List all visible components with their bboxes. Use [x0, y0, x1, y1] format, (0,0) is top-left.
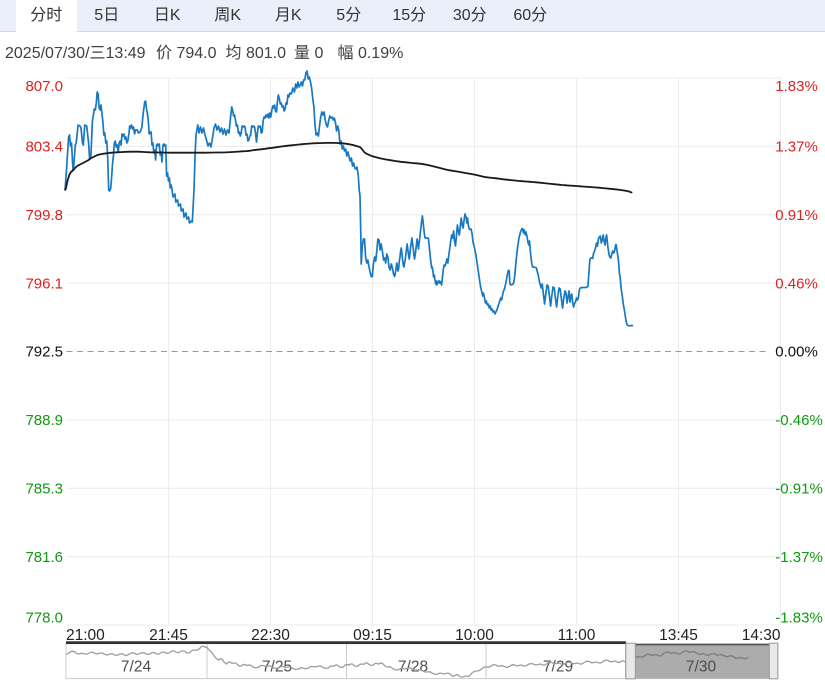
svg-text:778.0: 778.0	[25, 610, 63, 627]
svg-text:7/30: 7/30	[686, 659, 717, 676]
svg-text:22:30: 22:30	[251, 627, 290, 644]
svg-text:-1.83%: -1.83%	[775, 610, 823, 627]
svg-text:13:45: 13:45	[659, 627, 698, 644]
svg-text:799.8: 799.8	[25, 207, 63, 224]
svg-text:09:15: 09:15	[353, 627, 392, 644]
svg-text:0.00%: 0.00%	[775, 344, 818, 361]
svg-text:21:45: 21:45	[149, 627, 188, 644]
svg-text:7/25: 7/25	[262, 659, 292, 676]
svg-text:0.91%: 0.91%	[775, 207, 818, 224]
svg-text:807.0: 807.0	[25, 78, 63, 95]
svg-text:10:00: 10:00	[455, 627, 494, 644]
svg-text:0.46%: 0.46%	[775, 275, 818, 292]
svg-text:7/28: 7/28	[398, 659, 428, 676]
svg-text:-0.46%: -0.46%	[775, 412, 823, 429]
svg-text:796.1: 796.1	[25, 275, 63, 292]
svg-text:781.6: 781.6	[25, 549, 63, 566]
svg-text:7/24: 7/24	[121, 659, 152, 676]
svg-text:788.9: 788.9	[25, 412, 63, 429]
svg-text:-0.91%: -0.91%	[775, 480, 823, 497]
svg-text:11:00: 11:00	[558, 627, 596, 644]
svg-text:14:30: 14:30	[742, 627, 781, 644]
svg-text:1.37%: 1.37%	[775, 139, 818, 156]
svg-text:785.3: 785.3	[25, 480, 63, 497]
svg-text:-1.37%: -1.37%	[775, 549, 823, 566]
svg-text:803.4: 803.4	[25, 139, 63, 156]
svg-text:7/29: 7/29	[543, 659, 573, 676]
svg-text:1.83%: 1.83%	[775, 78, 818, 95]
svg-text:21:00: 21:00	[66, 627, 105, 644]
svg-text:792.5: 792.5	[25, 344, 63, 361]
